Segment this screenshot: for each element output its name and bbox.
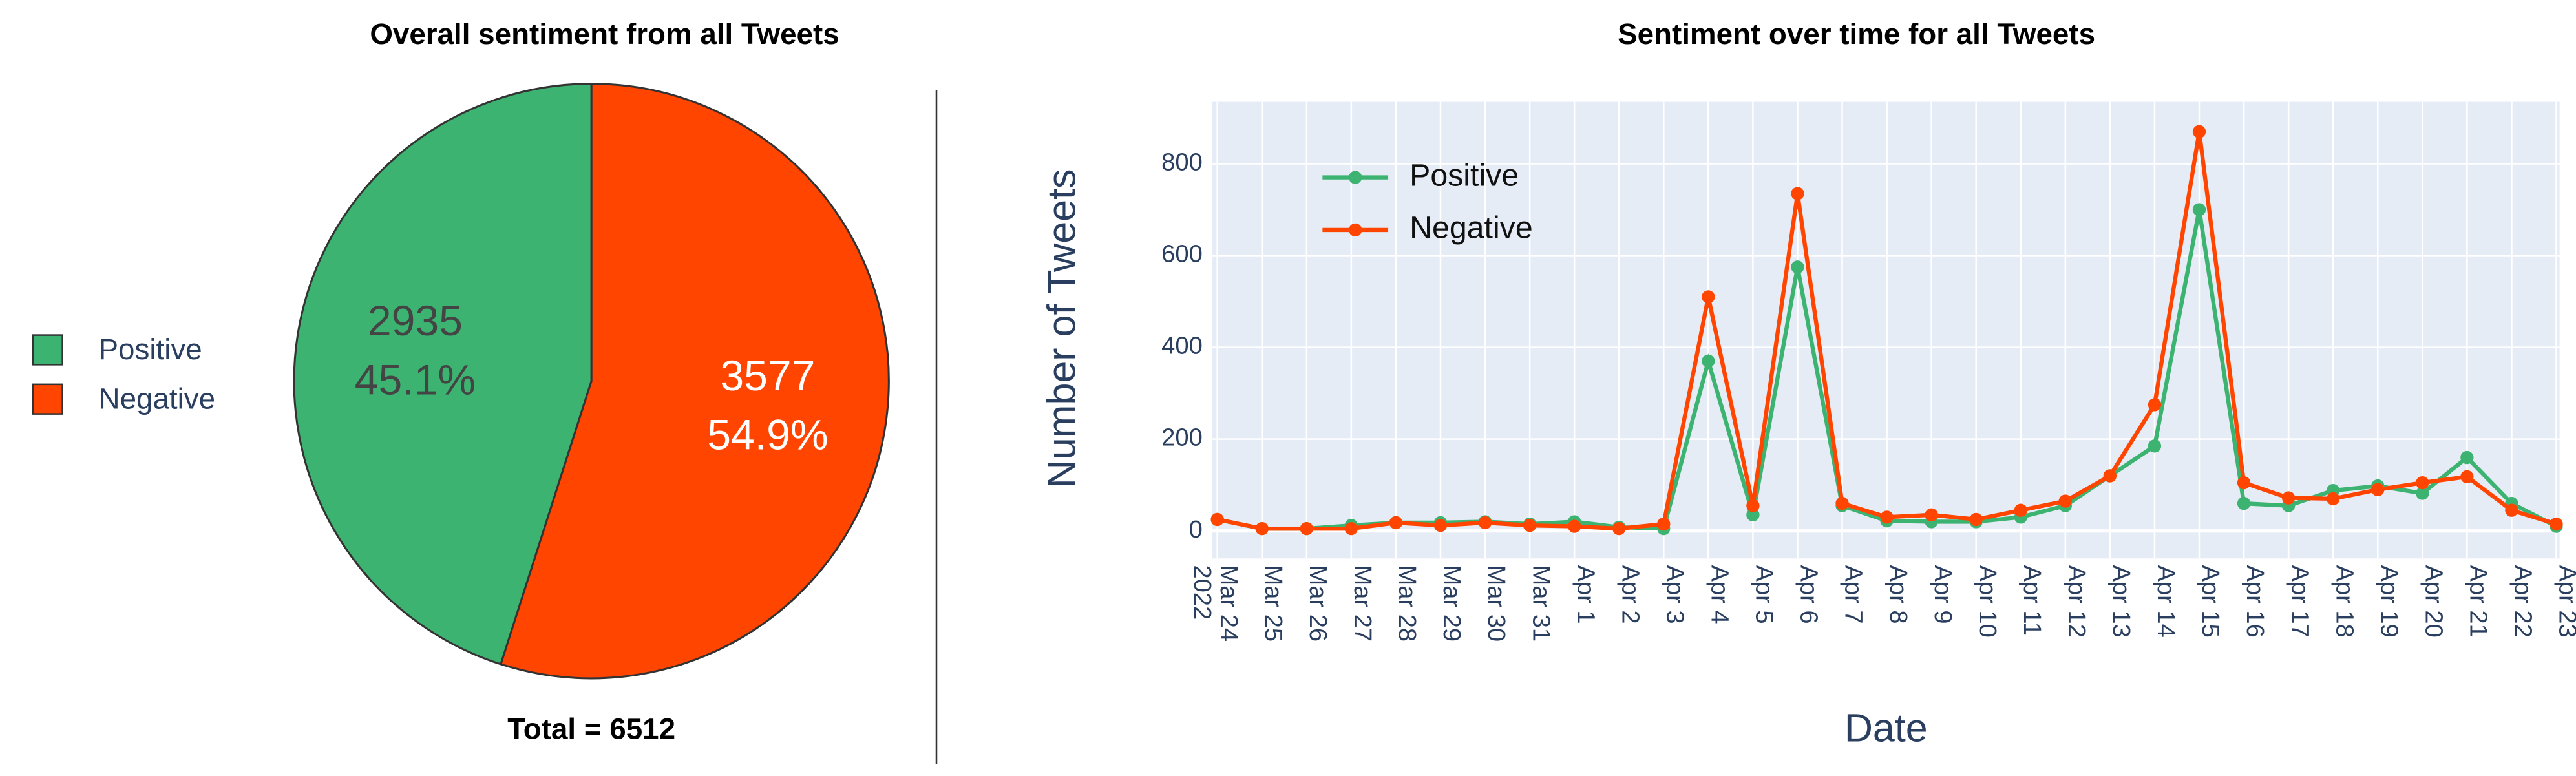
- series-point: [2416, 487, 2429, 500]
- series-point: [1567, 519, 1581, 533]
- series-point: [1255, 521, 1269, 536]
- series-point: [1791, 260, 1804, 274]
- x-tick-label: Apr 15: [2197, 565, 2224, 637]
- series-point: [2281, 491, 2296, 505]
- y-tick-label: 600: [1161, 240, 1203, 268]
- series-point: [1835, 496, 1849, 510]
- legend-marker: [1349, 171, 1362, 184]
- pie-slice: [500, 83, 890, 680]
- series-point: [2148, 439, 2162, 453]
- x-tick-label: Mar 24: [1215, 565, 1243, 642]
- x-tick-label: Mar 28: [1393, 565, 1421, 642]
- x-tick-label: Apr 7: [1840, 565, 1868, 624]
- legend-swatch: [32, 334, 63, 366]
- y-tick-label: 200: [1161, 424, 1203, 452]
- pie-footer: Total = 6512: [507, 712, 675, 745]
- series-point: [2103, 469, 2117, 483]
- series-point: [1210, 512, 1224, 527]
- series-point: [1746, 499, 1760, 512]
- plot-area: [1212, 101, 2560, 559]
- series-point: [2550, 517, 2563, 531]
- y-tick-label: 0: [1189, 516, 1203, 543]
- x-tick-label: Apr 21: [2465, 565, 2493, 637]
- x-tick-label: Apr 18: [2330, 565, 2358, 637]
- x-tick-label: Apr 13: [2107, 565, 2135, 637]
- series-point: [2192, 203, 2206, 216]
- series-point: [1880, 510, 1894, 524]
- x-tick-label: Mar 30: [1483, 565, 1510, 642]
- x-tick-label: Apr 8: [1884, 565, 1912, 624]
- x-tick-label: Apr 16: [2241, 565, 2269, 637]
- series-point: [2237, 496, 2251, 510]
- series-point: [1344, 521, 1358, 536]
- series-point: [2014, 503, 2027, 517]
- pie-slice: [293, 83, 593, 666]
- x-tick-label: Apr 12: [2063, 565, 2091, 637]
- legend-swatch: [32, 383, 63, 415]
- series-point: [2237, 476, 2251, 490]
- series-point: [2192, 125, 2206, 138]
- series-point: [2460, 470, 2474, 484]
- legend-label: Negative: [99, 382, 216, 415]
- x-tick-label: Apr 11: [2018, 565, 2046, 635]
- legend-label: Negative: [1409, 211, 1533, 246]
- series-point: [1657, 517, 1671, 531]
- x-tick-label: Apr 5: [1751, 565, 1779, 624]
- x-tick-label: Apr 3: [1661, 565, 1689, 624]
- slice-value: 2935: [368, 297, 463, 345]
- series-point: [2058, 494, 2072, 508]
- legend-label: Positive: [1409, 158, 1519, 193]
- x-tick-label: Apr 22: [2509, 565, 2537, 637]
- series-point: [2148, 398, 2162, 412]
- x-tick-label: Apr 19: [2375, 565, 2403, 637]
- x-year-label: 2022: [1188, 565, 1216, 620]
- series-point: [1433, 518, 1448, 532]
- series-point: [1478, 516, 1492, 530]
- x-tick-label: Apr 10: [1974, 565, 2001, 637]
- series-point: [2505, 503, 2518, 517]
- series-point: [1746, 508, 1760, 521]
- series-point: [2460, 450, 2474, 465]
- x-tick-label: Apr 23: [2554, 565, 2576, 637]
- slice-percent: 45.1%: [355, 356, 476, 404]
- x-tick-label: Apr 9: [1929, 565, 1957, 624]
- x-tick-label: Apr 17: [2286, 565, 2314, 637]
- series-point: [1925, 508, 1938, 521]
- series-point: [1389, 516, 1403, 530]
- series-point: [1791, 187, 1804, 200]
- x-tick-label: Mar 26: [1304, 565, 1332, 642]
- x-tick-label: Apr 6: [1795, 565, 1823, 624]
- series-point: [1300, 521, 1313, 536]
- x-tick-label: Apr 14: [2152, 565, 2180, 637]
- line-title: Sentiment over time for all Tweets: [1618, 17, 2095, 50]
- x-tick-label: Apr 2: [1616, 565, 1644, 624]
- x-axis-title: Date: [1844, 706, 1928, 750]
- slice-percent: 54.9%: [707, 412, 828, 459]
- x-tick-label: Mar 29: [1438, 565, 1466, 642]
- x-tick-label: Mar 25: [1260, 565, 1287, 642]
- x-tick-label: Mar 31: [1527, 565, 1555, 642]
- legend-label: Positive: [99, 333, 202, 366]
- series-point: [1702, 290, 1715, 304]
- series-point: [1523, 518, 1537, 532]
- series-point: [2327, 492, 2340, 506]
- x-tick-label: Apr 4: [1706, 565, 1734, 624]
- series-point: [2371, 483, 2385, 496]
- series-point: [2416, 476, 2429, 490]
- y-tick-label: 800: [1161, 149, 1203, 176]
- y-tick-label: 400: [1161, 332, 1203, 360]
- x-tick-label: Apr 1: [1572, 565, 1599, 624]
- x-tick-label: Apr 20: [2420, 565, 2447, 637]
- y-axis-title: Number of Tweets: [1039, 169, 1083, 488]
- slice-value: 3577: [720, 352, 815, 400]
- series-point: [1612, 521, 1626, 536]
- series-point: [1702, 354, 1715, 368]
- x-tick-label: Mar 27: [1349, 565, 1377, 642]
- legend-marker: [1349, 223, 1362, 237]
- pie-title: Overall sentiment from all Tweets: [370, 17, 839, 50]
- series-point: [1969, 512, 1983, 527]
